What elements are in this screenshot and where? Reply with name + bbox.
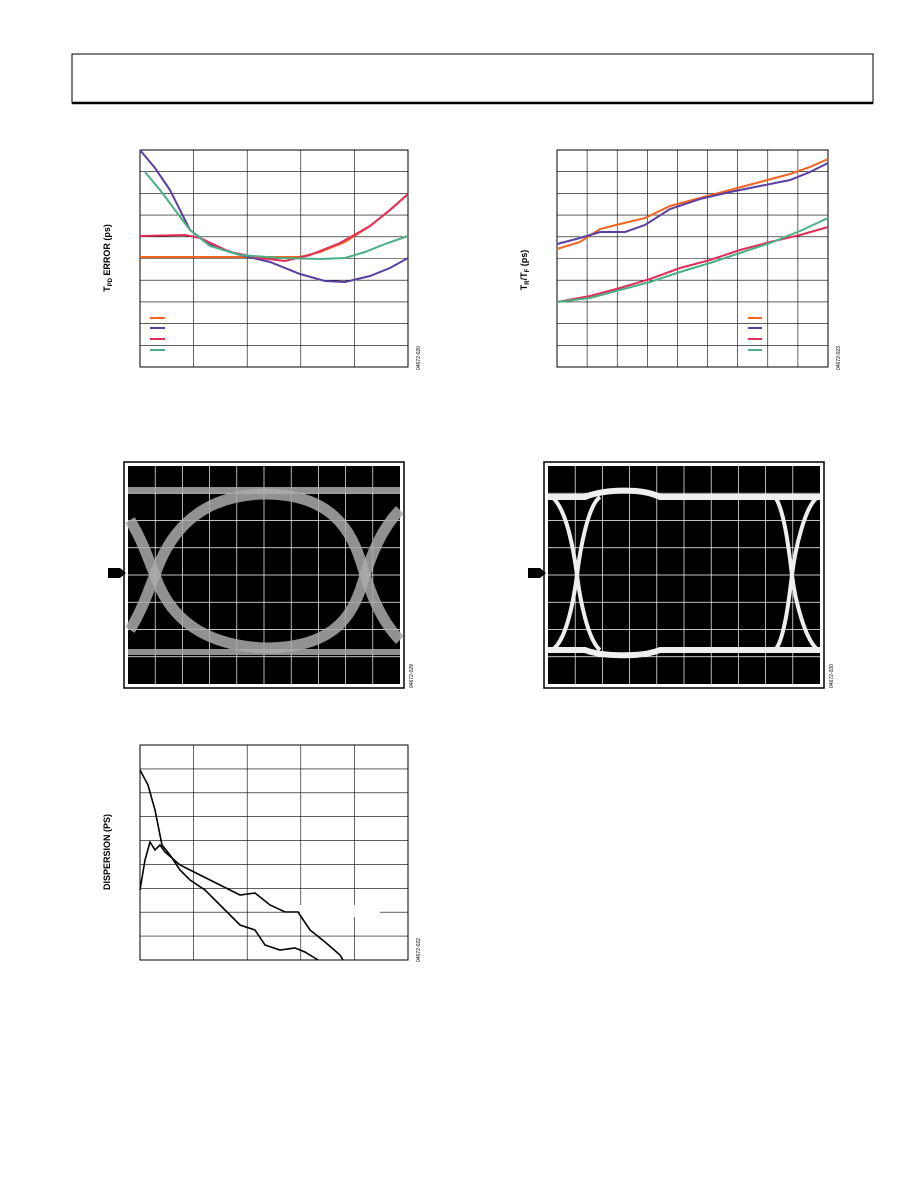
figure-id: 04672-022 (416, 938, 422, 962)
curves (556, 158, 829, 303)
label-part: T (519, 284, 529, 290)
eye-diagram-2: 04672-030 (528, 461, 835, 689)
label-part: PD (108, 277, 114, 286)
figure-id: 04672-020 (416, 346, 422, 370)
legend (150, 317, 165, 351)
y-axis-label: DISPERSION (PS) (102, 814, 112, 890)
label-part: /T (519, 272, 529, 281)
legend (748, 317, 762, 351)
curves (139, 149, 409, 284)
figure-id: 04672-030 (829, 664, 835, 688)
grid (140, 150, 408, 367)
eye-traces (125, 487, 405, 655)
curves (139, 769, 344, 961)
grid (557, 150, 828, 367)
label-part: R (525, 280, 531, 285)
figure-tr-tf: TR/TF (ps) 04672-023 (519, 149, 842, 370)
figure-dispersion: DISPERSION (PS) 04672-022 (102, 744, 422, 962)
label-part: T (102, 286, 112, 292)
figure-id: 04672-029 (409, 664, 415, 688)
y-axis-label: TR/TF (ps) (519, 250, 531, 291)
eye-traces (548, 487, 820, 659)
label-part: ERROR (ps) (102, 224, 112, 278)
label-part: F (525, 268, 531, 272)
header-box (71, 53, 874, 104)
figure-tpd-error: TPD ERROR (ps) 04672-020 (102, 149, 422, 370)
figure-id: 04672-023 (836, 346, 842, 370)
y-axis-label: TPD ERROR (ps) (102, 224, 114, 292)
label-part: (ps) (519, 250, 529, 269)
eye-diagram-1: 04672-029 (108, 461, 415, 689)
